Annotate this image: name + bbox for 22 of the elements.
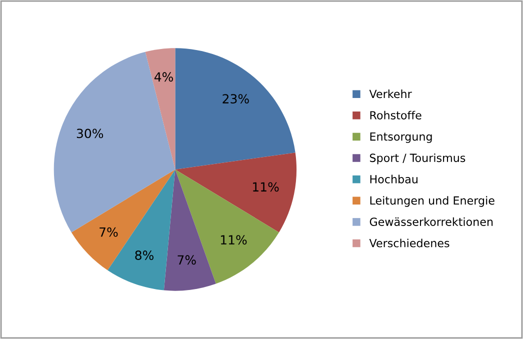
pie-slice <box>164 170 216 291</box>
legend-label: Sport / Tourismus <box>370 153 466 164</box>
legend-label: Verschiedenes <box>369 238 450 248</box>
data-label: 8% <box>135 250 154 260</box>
pie-slice <box>175 152 297 232</box>
pie-slice <box>145 48 176 170</box>
data-label: 7% <box>178 255 196 265</box>
data-label: 11% <box>253 182 279 192</box>
data-label: 7% <box>100 227 118 237</box>
data-label: 4% <box>154 72 173 82</box>
data-label: 30% <box>76 128 104 138</box>
legend-label: Hochbau <box>370 174 418 184</box>
legend-label: Verkehr <box>369 90 412 98</box>
pie-slice <box>71 170 176 270</box>
legend-label: Entsorgung <box>370 132 432 143</box>
legend-label: Rohstoffe <box>370 110 422 120</box>
legend-label: Gewässerkorrektionen <box>370 217 493 226</box>
pie-slice <box>175 48 296 170</box>
pie-slice <box>175 170 280 284</box>
legend-label: Leitungen und Energie <box>370 196 494 207</box>
data-label: 23% <box>222 94 249 104</box>
data-label: 11% <box>220 235 247 245</box>
